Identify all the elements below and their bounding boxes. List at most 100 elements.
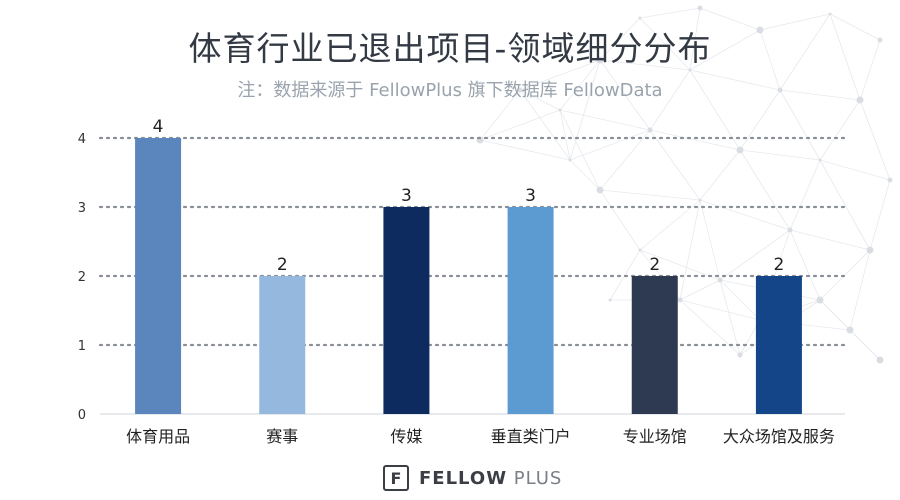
data-label: 3	[401, 186, 412, 206]
network-link	[569, 129, 651, 161]
network-link	[779, 89, 821, 161]
network-link	[689, 69, 781, 91]
network-link	[599, 189, 701, 201]
network-link	[759, 29, 781, 91]
bar	[507, 207, 554, 414]
network-link	[639, 17, 691, 71]
network-link	[739, 149, 791, 231]
fellowplus-wordmark: FELLOW PLUS	[419, 468, 562, 489]
network-node	[787, 227, 793, 233]
data-label: 4	[153, 117, 164, 137]
network-link	[789, 229, 821, 301]
network-link	[689, 7, 701, 71]
network-link	[859, 99, 891, 181]
network-link	[569, 59, 601, 161]
bar	[383, 207, 430, 414]
network-link	[739, 89, 781, 151]
network-link	[689, 29, 761, 71]
network-link	[649, 129, 741, 151]
network-link	[559, 109, 651, 131]
network-node	[638, 16, 642, 20]
network-node	[698, 198, 702, 202]
x-tick-label: 赛事	[266, 427, 298, 446]
brand-light: PLUS	[507, 467, 563, 489]
network-node	[866, 246, 874, 254]
network-node	[777, 87, 783, 93]
chart-subtitle: 注：数据来源于 FellowPlus 旗下数据库 FellowData	[237, 80, 663, 101]
network-link	[519, 59, 601, 91]
network-link	[519, 89, 571, 161]
data-label: 2	[649, 255, 660, 275]
network-link	[479, 89, 521, 141]
network-node	[737, 352, 743, 358]
fellowplus-logo: F FELLOW PLUS	[383, 463, 562, 493]
x-tick-label: 体育用品	[126, 427, 190, 446]
network-link	[779, 13, 831, 91]
x-tick-label: 大众场馆及服务	[723, 427, 835, 446]
network-node	[638, 248, 642, 252]
network-node	[818, 158, 822, 162]
network-link	[559, 109, 601, 191]
brand-strong: FELLOW	[419, 467, 508, 489]
network-link	[719, 279, 741, 356]
network-node	[697, 5, 703, 11]
network-link	[639, 199, 701, 251]
network-node	[856, 96, 864, 104]
network-link	[819, 249, 871, 301]
network-link	[559, 109, 571, 161]
network-link	[599, 59, 651, 131]
y-tick-label: 0	[78, 408, 86, 423]
network-node	[877, 37, 883, 43]
network-link	[819, 159, 871, 251]
y-tick-label: 2	[78, 270, 86, 285]
network-link	[869, 179, 891, 251]
network-node	[756, 26, 764, 34]
network-link	[679, 299, 761, 321]
network-link	[599, 59, 691, 71]
network-link	[649, 129, 701, 201]
network-link	[739, 149, 821, 161]
network-node	[596, 56, 604, 64]
network-link	[779, 89, 861, 101]
network-link	[719, 279, 761, 321]
network-node	[558, 108, 562, 112]
network-link	[599, 129, 651, 191]
network-link	[859, 39, 881, 101]
network-link	[819, 159, 891, 181]
network-node	[828, 12, 832, 16]
network-node	[608, 298, 612, 302]
network-link	[829, 13, 861, 101]
y-tick-label: 1	[78, 339, 86, 354]
x-tick-label: 传媒	[390, 427, 422, 446]
network-link	[719, 229, 791, 281]
network-link	[559, 59, 601, 111]
network-link	[479, 109, 561, 141]
network-node	[688, 68, 692, 72]
network-link	[639, 7, 701, 19]
network-link	[789, 159, 821, 231]
network-link	[599, 189, 641, 251]
network-node	[596, 186, 604, 194]
network-link	[479, 139, 571, 161]
x-tick-label: 专业场馆	[623, 427, 687, 446]
network-link	[819, 99, 861, 161]
data-label: 2	[774, 255, 785, 275]
data-label: 3	[525, 186, 536, 206]
network-link	[829, 13, 881, 41]
y-tick-label: 4	[78, 132, 86, 147]
bar	[631, 276, 678, 414]
network-link	[789, 229, 871, 251]
network-link	[689, 69, 741, 151]
network-node	[846, 326, 854, 334]
bar	[755, 276, 802, 414]
bar	[259, 276, 306, 414]
chart-title: 体育行业已退出项目-领域细分分布	[188, 29, 712, 68]
network-link	[699, 149, 741, 201]
network-link	[639, 249, 721, 281]
network-node	[816, 296, 824, 304]
network-link	[849, 249, 871, 331]
network-link	[699, 199, 791, 231]
fellowplus-logo-icon: F	[383, 465, 409, 491]
network-link	[699, 199, 721, 281]
